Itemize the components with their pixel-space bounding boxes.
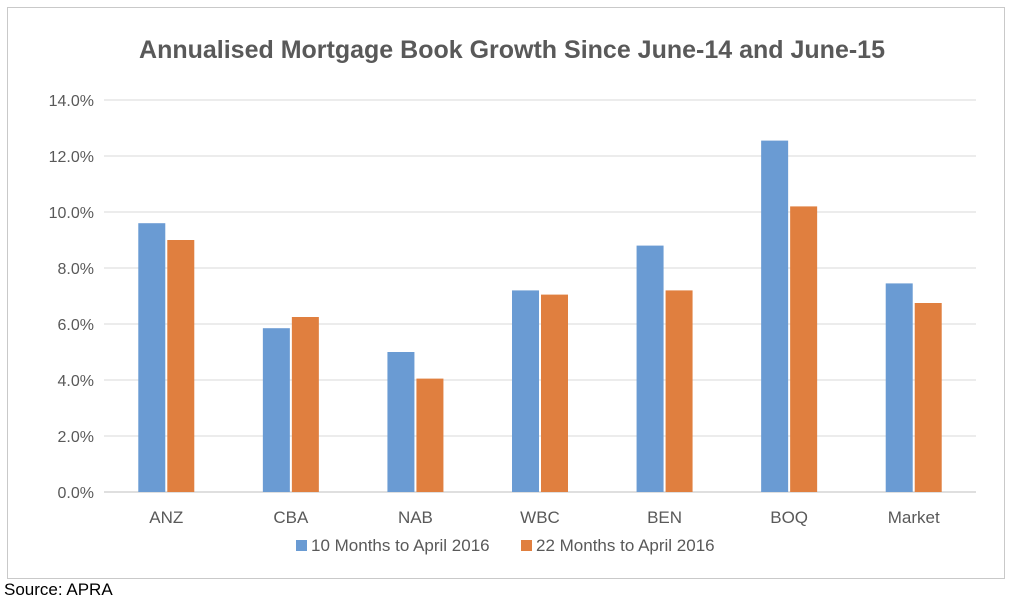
legend-label-series1: 10 Months to April 2016 <box>311 536 490 555</box>
y-tick-label: 0.0% <box>58 485 94 502</box>
y-tick-label: 6.0% <box>58 317 94 334</box>
y-tick-label: 8.0% <box>58 261 94 278</box>
x-tick-label: BOQ <box>770 508 808 527</box>
bar-series1-anz <box>138 223 166 492</box>
y-tick-label: 12.0% <box>49 149 94 166</box>
bar-series2-anz <box>167 240 195 492</box>
bar-series2-nab <box>416 378 444 492</box>
legend-label-series2: 22 Months to April 2016 <box>536 536 715 555</box>
y-tick-label: 14.0% <box>49 93 94 110</box>
source-note: Source: APRA <box>4 580 113 599</box>
x-tick-label: Market <box>888 508 940 527</box>
chart-title: Annualised Mortgage Book Growth Since Ju… <box>139 36 885 64</box>
legend-swatch-series1 <box>296 540 307 551</box>
bar-series2-market <box>914 303 942 492</box>
bar-series2-ben <box>665 290 693 492</box>
bar-series1-nab <box>387 352 415 492</box>
x-tick-label: NAB <box>398 508 433 527</box>
x-tick-label: WBC <box>520 508 560 527</box>
x-tick-label: ANZ <box>149 508 183 527</box>
bar-series2-cba <box>291 317 319 492</box>
x-tick-label: BEN <box>647 508 682 527</box>
bar-series1-ben <box>636 245 664 492</box>
legend-swatch-series2 <box>521 540 532 551</box>
bar-series2-wbc <box>541 294 568 492</box>
bar-series2-boq <box>790 206 818 492</box>
bar-series1-market <box>885 283 913 492</box>
bar-series1-boq <box>761 140 789 492</box>
y-tick-label: 2.0% <box>58 429 94 446</box>
y-tick-label: 10.0% <box>49 205 94 222</box>
bar-series1-cba <box>262 328 290 492</box>
y-tick-label: 4.0% <box>58 373 94 390</box>
bar-series1-wbc <box>512 290 539 492</box>
x-tick-label: CBA <box>273 508 309 527</box>
